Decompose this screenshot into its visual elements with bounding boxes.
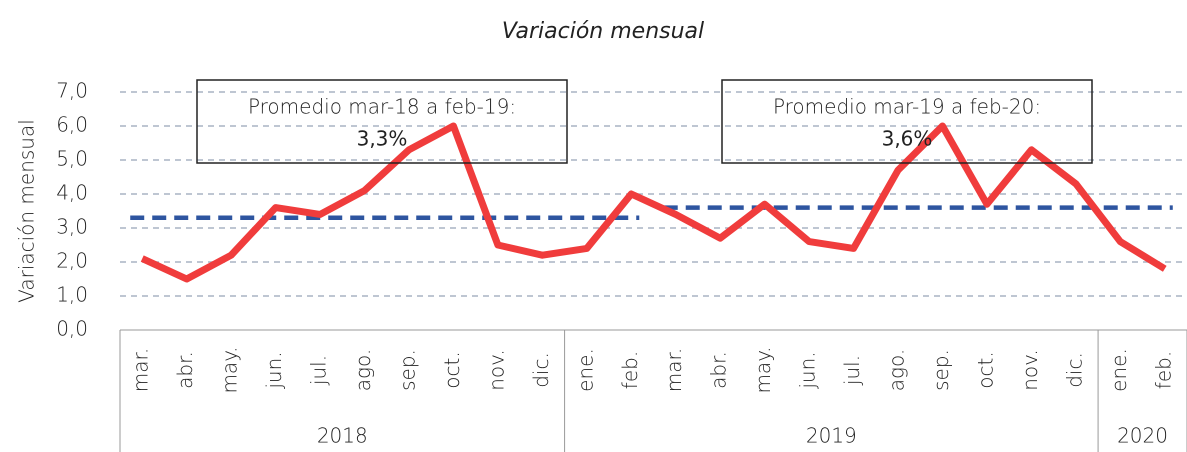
y-tick-label: 1,0: [56, 283, 88, 307]
annotation-box: [721, 79, 1093, 164]
x-tick-label: nov.: [484, 349, 508, 391]
group-label: 2019: [806, 424, 857, 448]
y-tick-label: 4,0: [56, 181, 88, 205]
y-tick-label: 2,0: [56, 249, 88, 273]
x-tick-label: jun.: [262, 351, 286, 389]
x-tick-label: mar.: [662, 348, 686, 392]
annotation-value: 3,3%: [357, 127, 408, 151]
x-tick-label: ene.: [573, 348, 597, 392]
group-label: 2020: [1117, 424, 1168, 448]
x-tick-label: feb.: [618, 351, 642, 389]
x-tick-label: dic.: [529, 352, 553, 388]
y-axis-label: Variación mensual: [15, 119, 39, 303]
x-tick-label: abr.: [707, 351, 731, 389]
chart-subtitle: Variación mensual: [502, 19, 704, 44]
x-tick-label: nov.: [1018, 349, 1042, 391]
x-tick-label: dic.: [1062, 352, 1086, 388]
y-tick-label: 3,0: [56, 215, 88, 239]
y-tick-label: 0,0: [56, 317, 88, 341]
x-tick-label: ago.: [351, 349, 375, 392]
x-tick-label: jun.: [796, 351, 820, 389]
annotation-box: [196, 79, 568, 164]
x-tick-label: oct.: [973, 351, 997, 388]
annotation-value: 3,6%: [882, 127, 933, 151]
x-tick-label: sep.: [395, 349, 419, 391]
x-tick-label: feb.: [1151, 351, 1175, 389]
group-label: 2018: [317, 424, 368, 448]
x-tick-label: ene.: [1107, 348, 1131, 392]
y-tick-label: 5,0: [56, 147, 88, 171]
x-tick-label: jul.: [840, 355, 864, 386]
y-tick-label: 7,0: [56, 79, 88, 103]
x-tick-label: jul.: [307, 355, 331, 386]
x-tick-label: ago.: [885, 349, 909, 392]
x-tick-label: may.: [751, 346, 775, 393]
x-tick-label: sep.: [929, 349, 953, 391]
annotation-text: Promedio mar-18 a feb-19:: [248, 95, 516, 119]
x-tick-label: oct.: [440, 351, 464, 388]
x-tick-label: mar.: [129, 348, 153, 392]
y-tick-label: 6,0: [56, 113, 88, 137]
annotation-text: Promedio mar-19 a feb-20:: [773, 95, 1041, 119]
x-tick-label: abr.: [173, 351, 197, 389]
x-tick-label: may.: [218, 346, 242, 393]
line-series: [140, 122, 1167, 283]
